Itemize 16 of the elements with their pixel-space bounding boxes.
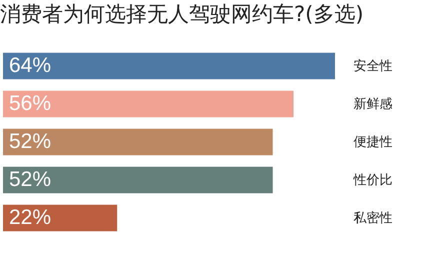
y-tick-label: 性价比 [352, 173, 392, 188]
bar [3, 90, 294, 118]
y-tick-label: 私密性 [354, 211, 392, 226]
y-tick-label: 便捷性 [354, 135, 392, 150]
bar [3, 52, 335, 80]
bar [3, 166, 273, 194]
data-label: 52% [9, 168, 52, 191]
data-label: 52% [9, 130, 52, 153]
bar [3, 128, 273, 156]
data-label: 56% [9, 92, 52, 115]
y-tick-label: 安全性 [354, 58, 392, 74]
y-tick-label: 新鲜感 [354, 97, 392, 112]
data-label: 22% [9, 206, 52, 229]
data-label: 64% [9, 54, 52, 77]
chart-title: 消费者为何选择无人驾驶网约车?(多选) [0, 2, 364, 26]
bar [3, 204, 118, 232]
